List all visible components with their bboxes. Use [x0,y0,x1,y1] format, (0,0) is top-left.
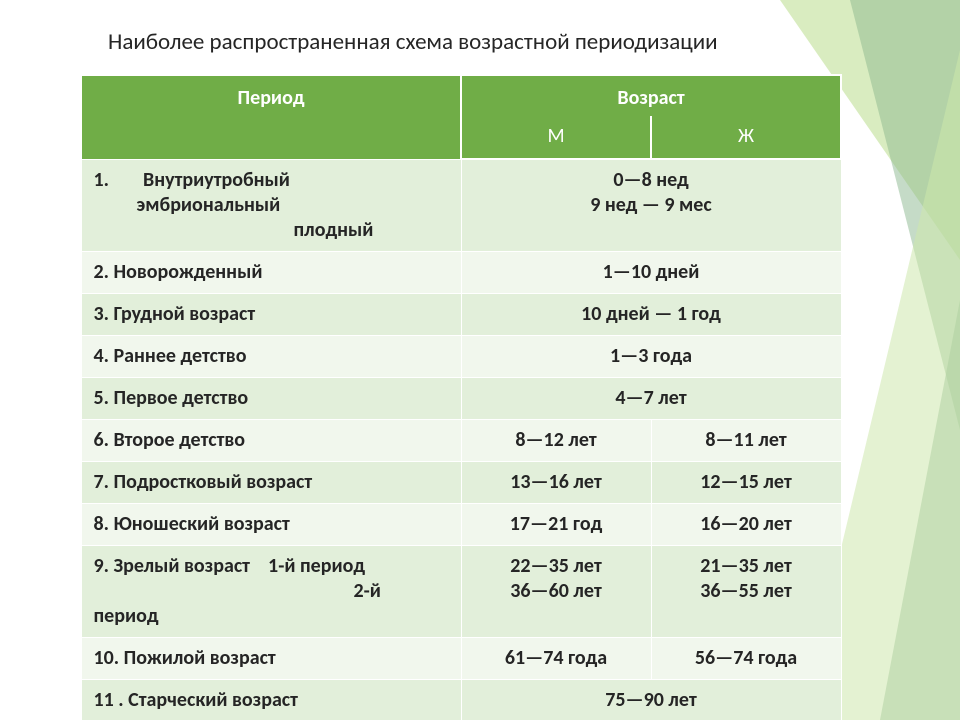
age-male-cell: 61—74 года [461,637,651,679]
age-male-cell: 17—21 год [461,503,651,545]
period-cell: 3. Грудной возраст [81,293,461,335]
period-cell: 1.Внутриутробный эмбриональныйплодный [81,159,461,251]
table-row: 8. Юношеский возраст17—21 год16—20 лет [81,503,841,545]
age-cell: 4—7 лет [461,377,841,419]
page-title: Наиболее распространенная схема возрастн… [80,28,900,56]
period-cell: 4. Раннее детство [81,335,461,377]
table-row: 1.Внутриутробный эмбриональныйплодный0—8… [81,159,841,251]
table-row: 2. Новорожденный1—10 дней [81,251,841,293]
col-header-period: Период [81,75,461,159]
period-cell: 5. Первое детство [81,377,461,419]
age-female-cell: 16—20 лет [651,503,841,545]
table-row: 6. Второе детство8—12 лет8—11 лет [81,419,841,461]
age-cell: 75—90 лет [461,679,841,720]
table-row: 5. Первое детство4—7 лет [81,377,841,419]
period-cell: 11 . Старческий возраст [81,679,461,720]
table-row: 11 . Старческий возраст75—90 лет [81,679,841,720]
col-header-male: М [461,116,651,159]
age-female-cell: 12—15 лет [651,461,841,503]
period-cell: 8. Юношеский возраст [81,503,461,545]
col-header-age: Возраст [461,75,841,116]
age-periods-table: Период Возраст М Ж 1.Внутриутробный эмбр… [80,74,842,720]
table-row: 10. Пожилой возраст61—74 года56—74 года [81,637,841,679]
age-cell: 10 дней — 1 год [461,293,841,335]
table-row: 7. Подростковый возраст13—16 лет12—15 ле… [81,461,841,503]
age-female-cell: 21—35 лет36—55 лет [651,545,841,637]
table-row: 9. Зрелый возраст 1-й период2-йпериод22—… [81,545,841,637]
age-male-cell: 13—16 лет [461,461,651,503]
period-cell: 10. Пожилой возраст [81,637,461,679]
age-female-cell: 56—74 года [651,637,841,679]
period-cell: 9. Зрелый возраст 1-й период2-йпериод [81,545,461,637]
slide: Наиболее распространенная схема возрастн… [0,0,960,720]
age-female-cell: 8—11 лет [651,419,841,461]
age-cell: 1—10 дней [461,251,841,293]
col-header-female: Ж [651,116,841,159]
table-row: 3. Грудной возраст10 дней — 1 год [81,293,841,335]
table-row: 4. Раннее детство1—3 года [81,335,841,377]
age-male-cell: 22—35 лет36—60 лет [461,545,651,637]
period-cell: 2. Новорожденный [81,251,461,293]
period-cell: 6. Второе детство [81,419,461,461]
age-cell: 1—3 года [461,335,841,377]
age-male-cell: 8—12 лет [461,419,651,461]
period-cell: 7. Подростковый возраст [81,461,461,503]
age-cell: 0—8 нед9 нед — 9 мес [461,159,841,251]
